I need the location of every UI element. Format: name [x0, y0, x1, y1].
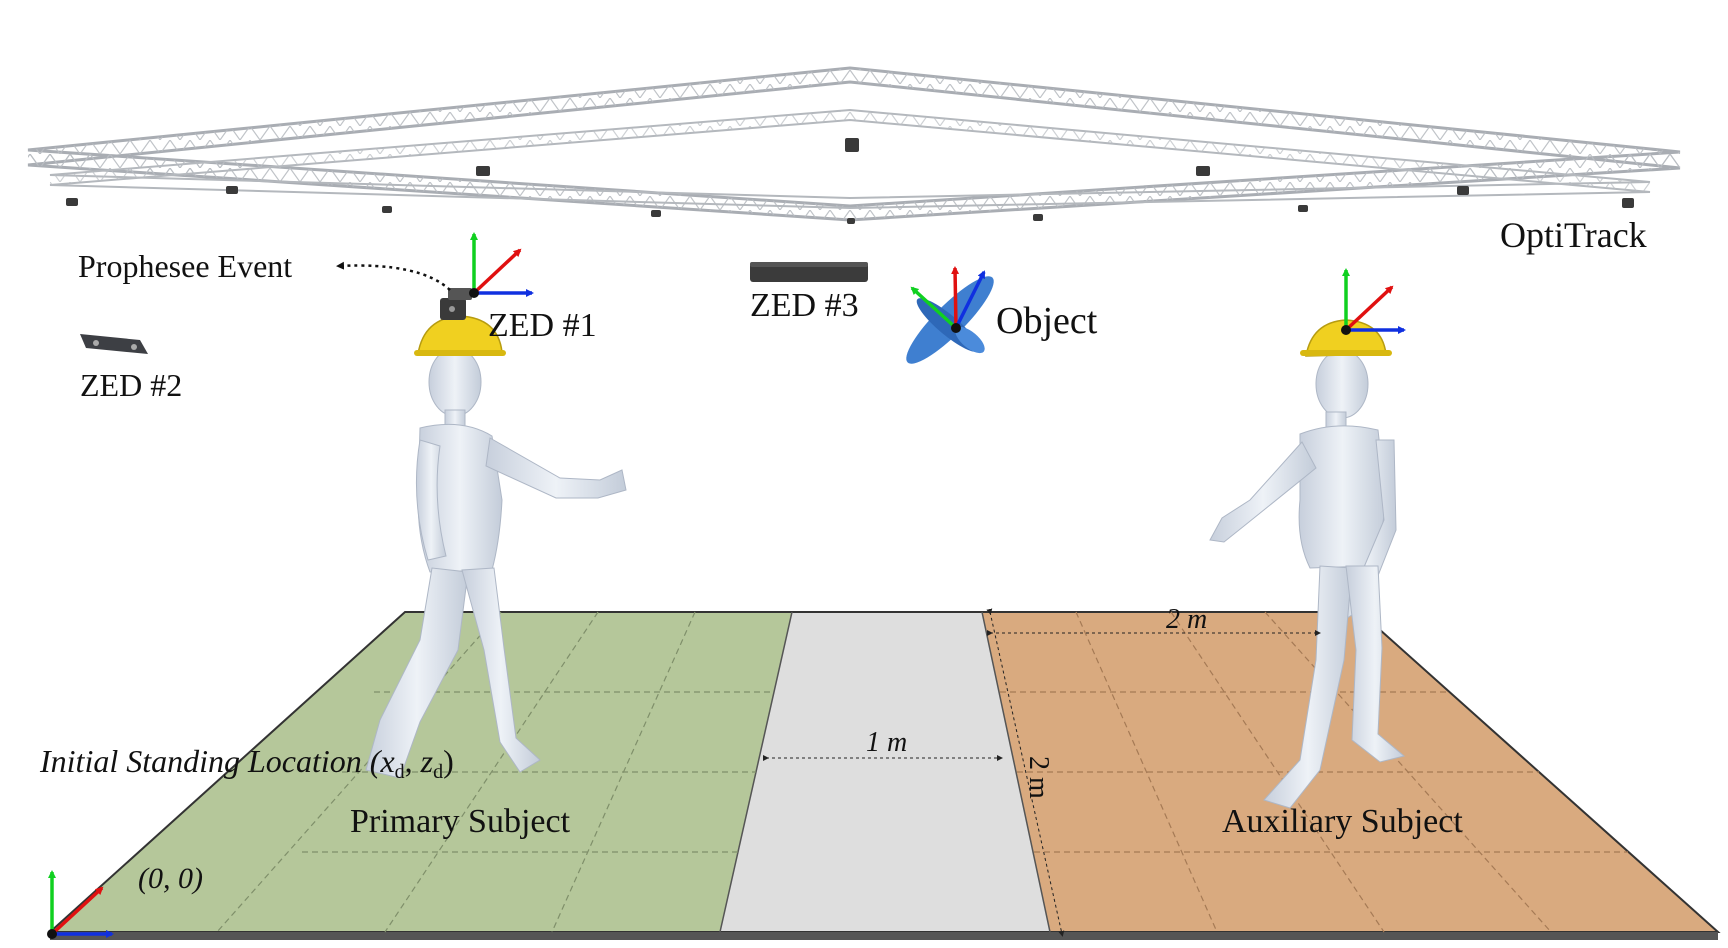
dim-1m-label: 1 m — [866, 727, 907, 758]
optitrack-truss — [27, 66, 1681, 222]
axes-auxiliary-helmet — [1341, 268, 1406, 335]
dimension-lines — [763, 608, 1321, 937]
auxiliary-subject-label: Auxiliary Subject — [1222, 803, 1463, 840]
prophesee-label: Prophesee Event — [78, 248, 292, 284]
primary-grid — [216, 611, 774, 933]
object-label: Object — [996, 300, 1098, 342]
primary-subject-label: Primary Subject — [350, 803, 571, 840]
dim-top-2m-label: 2 m — [1166, 604, 1207, 635]
optitrack-camera-icons — [66, 138, 1634, 224]
zed2-label: ZED #2 — [80, 367, 182, 403]
auxiliary-subject-figure — [1209, 349, 1406, 809]
initial-location-label: Initial Standing Location (xd, zd) — [39, 743, 454, 783]
primary-helmet — [414, 315, 506, 356]
zed3-label: ZED #3 — [750, 287, 859, 324]
primary-subject-figure — [365, 347, 627, 779]
object-airplane — [906, 276, 994, 364]
optitrack-label: OptiTrack — [1500, 215, 1647, 255]
zed1-label: ZED #1 — [488, 307, 597, 344]
axes-origin — [47, 870, 114, 939]
zed3-camera — [750, 262, 868, 282]
axes-object — [910, 266, 986, 333]
zed1-camera — [440, 288, 472, 320]
floor — [47, 611, 1721, 940]
origin-label: (0, 0) — [138, 862, 203, 895]
axes-zed1 — [469, 232, 534, 298]
zed2-camera — [80, 334, 148, 354]
prophesee-pointer-arrow — [336, 261, 451, 291]
dim-side-2m-label: 2 m — [1023, 756, 1054, 799]
middle-walkway — [720, 612, 1050, 932]
